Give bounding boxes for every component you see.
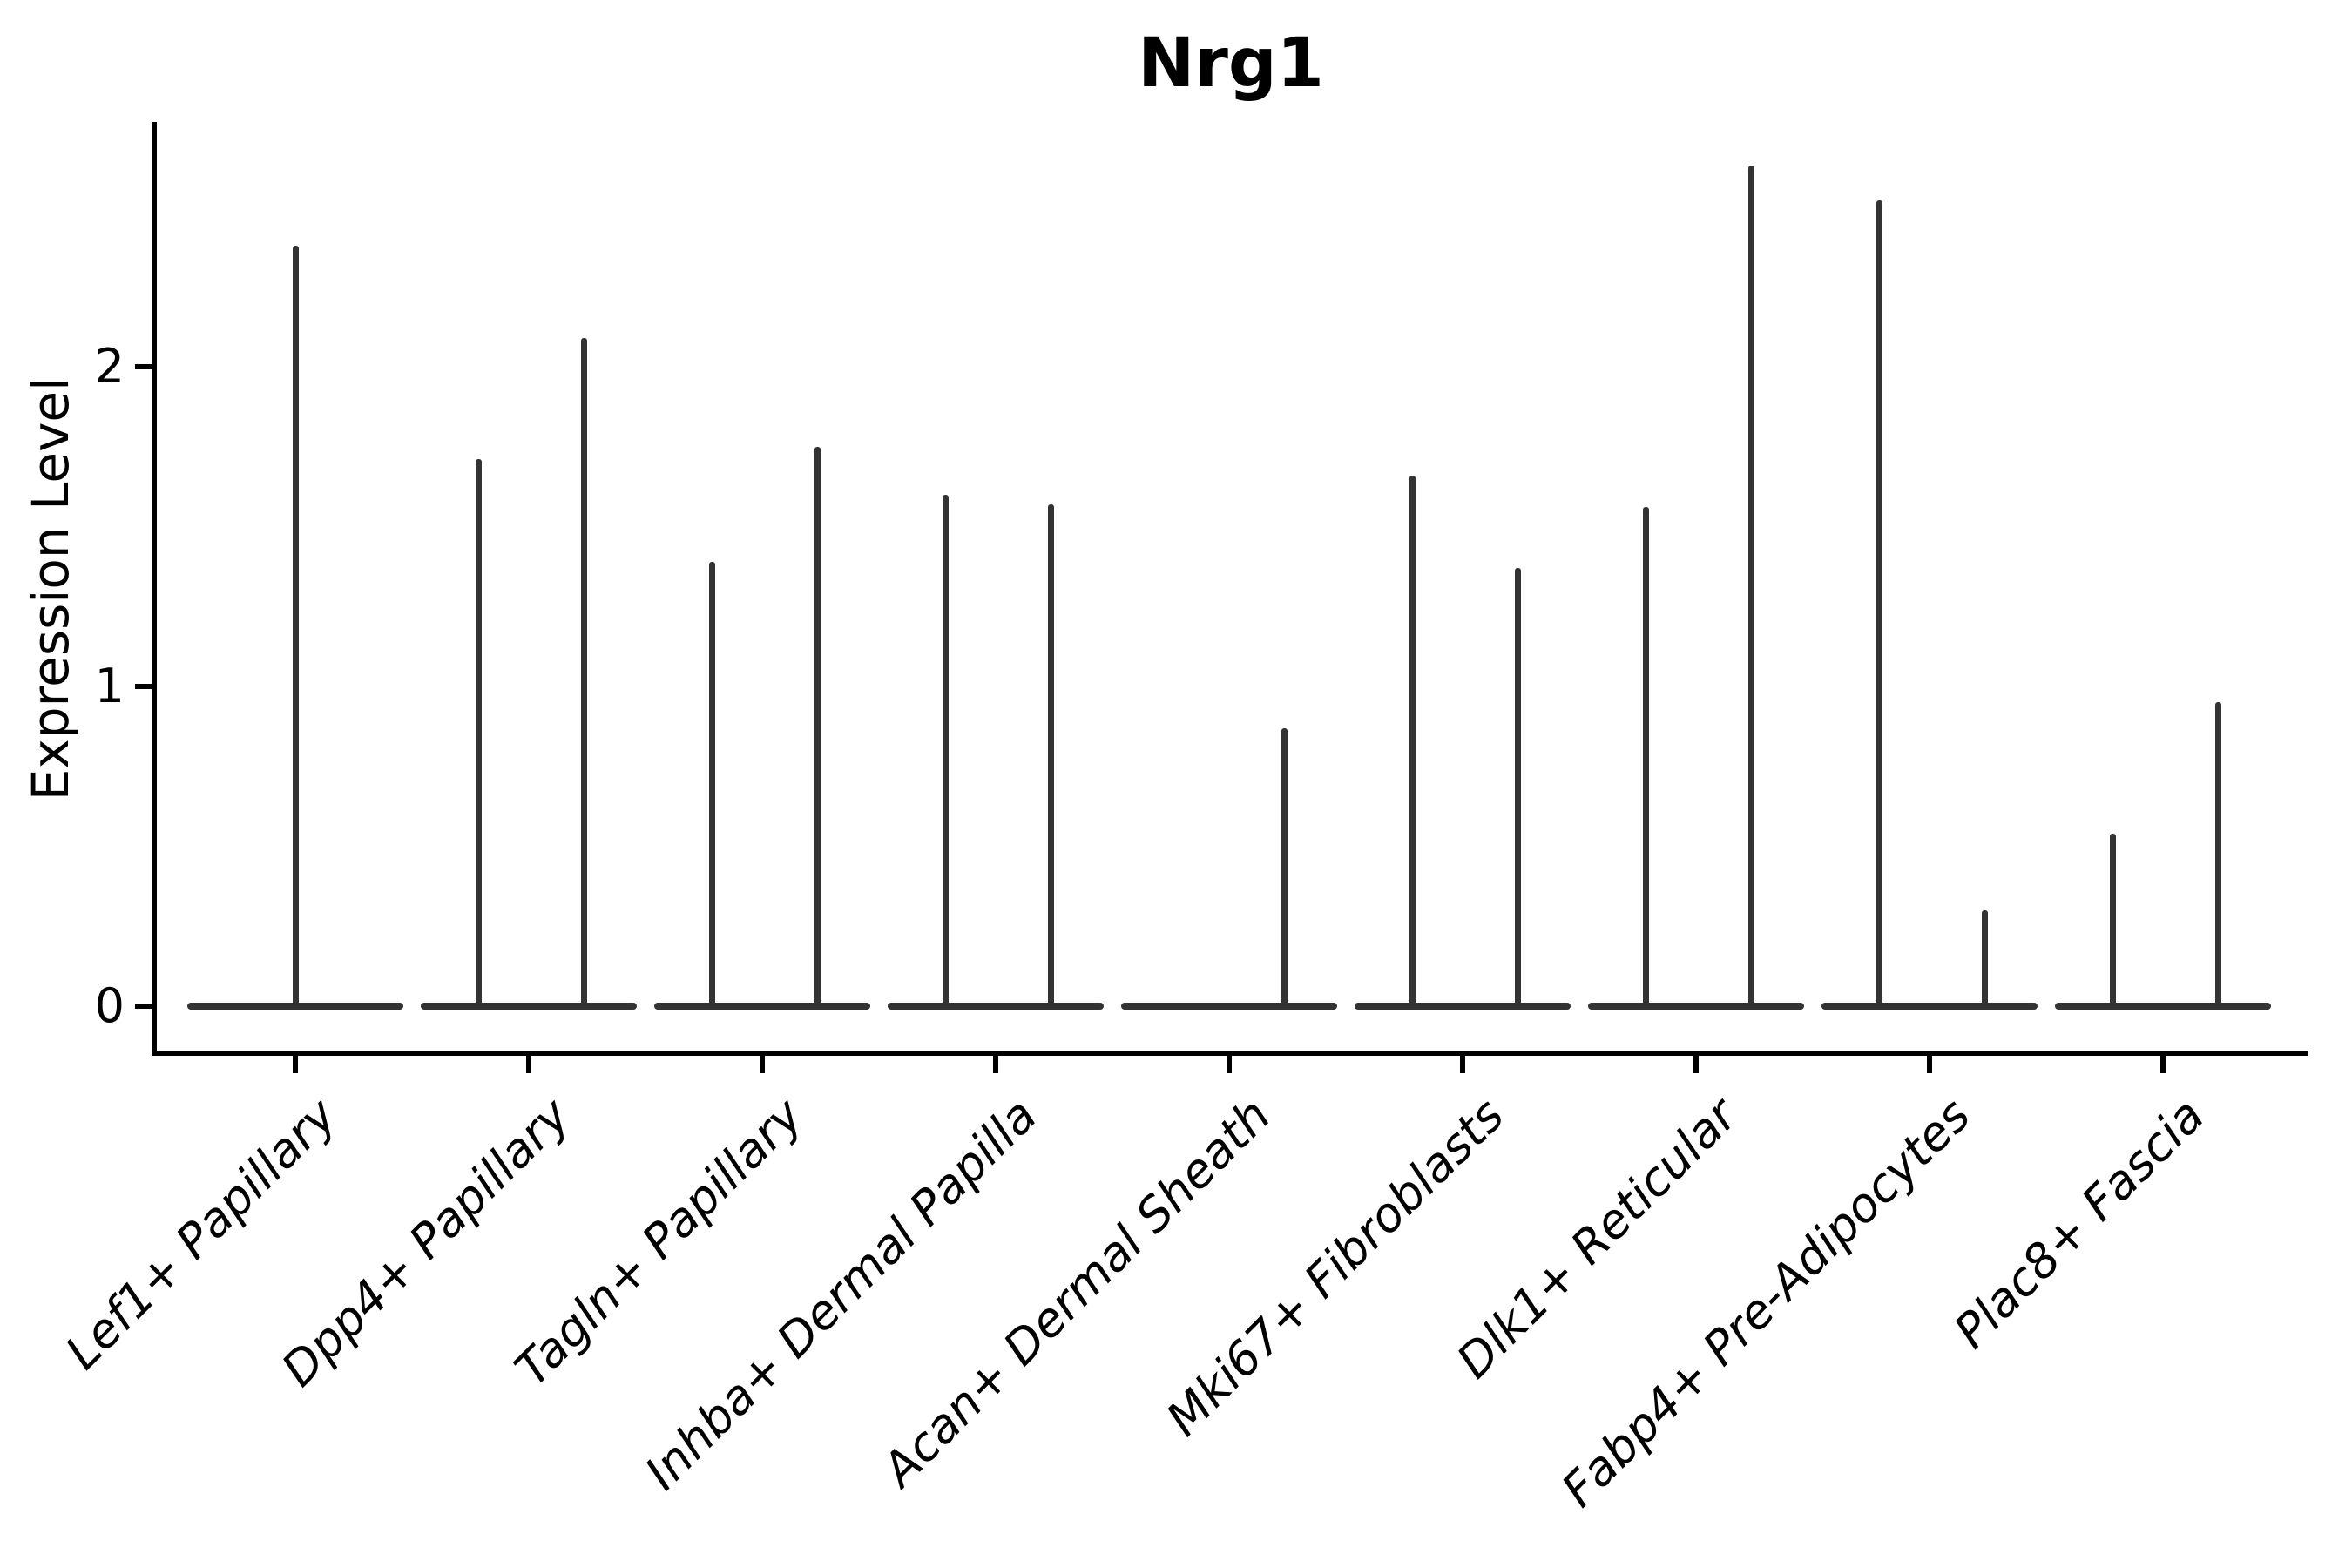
x-tick-label: Acan+ Dermal Sheath (871, 1087, 1281, 1497)
x-tick-mark (1460, 1056, 1465, 1073)
violin-density-spike (1514, 568, 1521, 1010)
violin-body (1588, 1003, 1804, 1010)
violin-density-spike (1747, 165, 1754, 1010)
violin-density-spike (708, 561, 715, 1010)
violin-body (888, 1003, 1104, 1010)
x-tick-label: Plac8+ Fascia (1943, 1087, 2215, 1359)
y-tick-mark (135, 684, 154, 689)
violin-density-spike (292, 245, 299, 1010)
violin-density-spike (814, 446, 821, 1010)
violin-density-spike (942, 494, 949, 1010)
y-axis-spine (152, 122, 157, 1056)
violin-density-spike (2214, 702, 2221, 1010)
y-tick-label: 2 (94, 339, 125, 394)
x-tick-mark (2160, 1056, 2166, 1073)
violin-body (421, 1003, 637, 1010)
x-tick-mark (1927, 1056, 1932, 1073)
x-axis-spine (152, 1051, 2308, 1056)
violin-body (1821, 1003, 2038, 1010)
violin-body (1121, 1003, 1337, 1010)
y-tick-mark (135, 1004, 154, 1009)
violin-density-spike (1281, 727, 1288, 1010)
x-tick-mark (526, 1056, 531, 1073)
violin-body (1355, 1003, 1571, 1010)
y-tick-label: 1 (94, 659, 125, 713)
x-tick-label: Fabp4+ Pre-Adipocytes (1551, 1087, 1982, 1517)
plot-title: Nrg1 (1138, 24, 1324, 103)
violin-density-spike (1409, 475, 1416, 1010)
violin-density-spike (475, 459, 482, 1010)
violin-density-spike (1047, 504, 1054, 1010)
x-tick-mark (1227, 1056, 1232, 1073)
x-tick-mark (293, 1056, 298, 1073)
violin-density-spike (580, 337, 587, 1010)
violin-density-spike (1642, 507, 1649, 1010)
y-tick-label: 0 (94, 978, 125, 1033)
violin-density-spike (2109, 833, 2116, 1010)
violin-body (654, 1003, 870, 1010)
x-tick-label: Inhba+ Dermal Papilla (634, 1087, 1048, 1501)
y-tick-mark (135, 364, 154, 369)
x-tick-mark (993, 1056, 998, 1073)
violin-density-spike (1876, 200, 1882, 1010)
x-tick-mark (1693, 1056, 1699, 1073)
x-tick-mark (760, 1056, 765, 1073)
violin-density-spike (1981, 909, 1988, 1010)
violin-body (2055, 1003, 2271, 1010)
